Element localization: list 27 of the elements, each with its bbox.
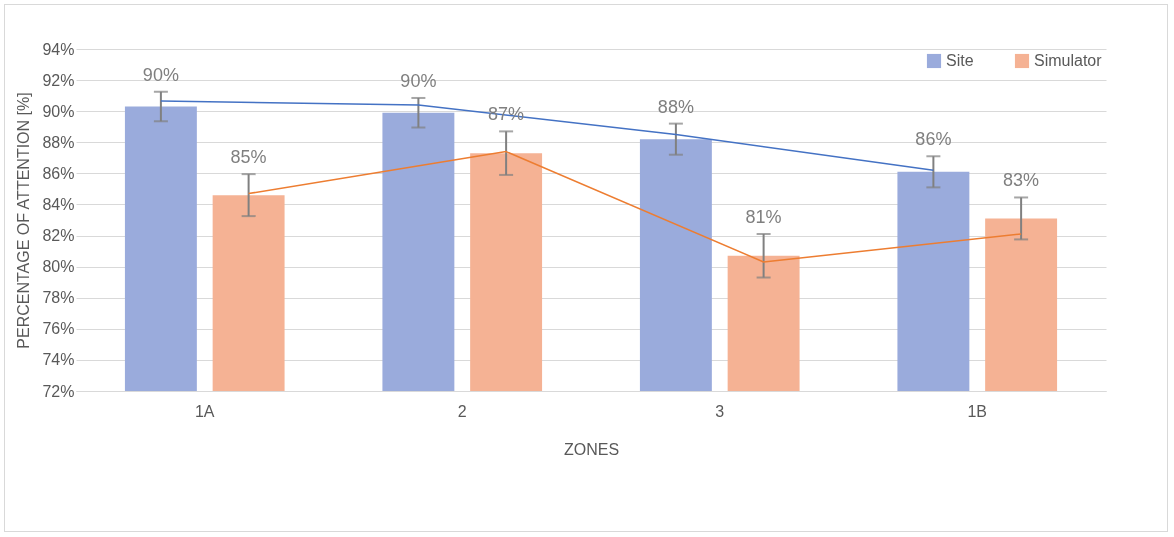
x-tick-label: 2 xyxy=(457,402,467,420)
x-tick-label: 3 xyxy=(715,402,725,420)
x-axis-title: ZONES xyxy=(563,440,620,458)
y-tick-label: 90% xyxy=(42,102,75,120)
data-label: 81% xyxy=(745,206,782,227)
data-label: 86% xyxy=(915,129,952,150)
data-label: 88% xyxy=(657,96,694,117)
data-label: 90% xyxy=(142,64,179,85)
data-label: 90% xyxy=(400,70,437,91)
y-tick-label: 94% xyxy=(42,40,75,58)
y-tick-label: 76% xyxy=(42,320,75,338)
data-label: 83% xyxy=(1003,170,1040,191)
y-tick-label: 82% xyxy=(42,227,75,245)
y-tick-label: 86% xyxy=(42,164,75,182)
x-tick-label: 1B xyxy=(967,402,988,420)
y-tick-label: 88% xyxy=(42,133,75,151)
y-tick-label: 78% xyxy=(42,289,75,307)
x-tick-label: 1A xyxy=(194,402,215,420)
y-tick-label: 92% xyxy=(42,71,75,89)
data-label: 85% xyxy=(230,147,267,168)
y-tick-label: 84% xyxy=(42,195,75,213)
y-axis-title: PERCENTAGE OF ATTENTION [%] xyxy=(15,92,33,349)
y-tick-label: 72% xyxy=(42,382,75,400)
legend-label: Simulator xyxy=(1034,52,1103,69)
y-tick-label: 74% xyxy=(42,351,75,369)
y-tick-label: 80% xyxy=(42,258,75,276)
legend-label: Site xyxy=(946,52,974,69)
